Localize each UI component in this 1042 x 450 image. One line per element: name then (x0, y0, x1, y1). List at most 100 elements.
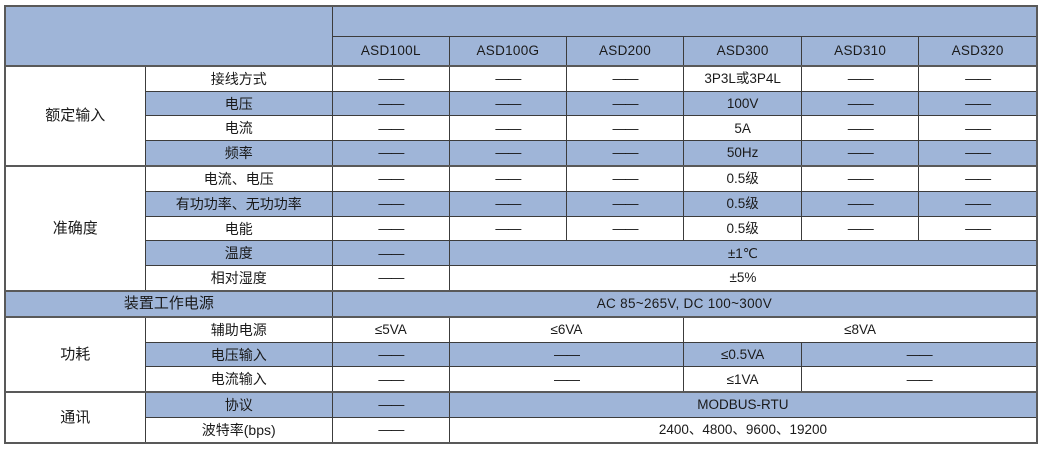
value-cell: —— (331, 165, 450, 192)
row-label-power-supply: 装置工作电源 (4, 290, 333, 318)
value-cell: —— (801, 140, 920, 167)
value-cell: 0.5级 (683, 215, 803, 242)
table-row: 电流输入 —— —— ≤1VA —— (5, 366, 1038, 393)
value-cell: —— (448, 215, 567, 242)
empty-dash: —— (612, 196, 639, 211)
value-cell: —— (565, 215, 685, 242)
value-cell: —— (331, 366, 450, 393)
empty-dash: —— (965, 95, 991, 111)
value-cell: ≤1VA (683, 366, 803, 393)
value-cell: —— (918, 115, 1038, 142)
empty-dash: —— (378, 397, 404, 413)
table-row: 通讯 协议 —— MODBUS-RTU (4, 391, 1038, 444)
row-item-label: 电压 (144, 90, 333, 117)
row-item-label: 协议 (144, 391, 333, 419)
section-label-rated-input: 额定输入 (4, 64, 146, 167)
empty-dash: —— (378, 346, 404, 362)
empty-dash: —— (378, 270, 404, 286)
empty-dash: —— (378, 245, 404, 261)
table-row: 电压 —— —— —— 100V —— —— (5, 90, 1038, 117)
value-cell: —— (331, 215, 450, 242)
value-cell-merged: ±5% (448, 265, 1038, 292)
row-item-label: 温度 (144, 240, 333, 267)
value-cell: —— (331, 90, 450, 117)
row-item-label: 电流输入 (144, 366, 333, 393)
empty-dash: —— (906, 346, 933, 362)
empty-dash: —— (378, 71, 404, 87)
empty-dash: —— (378, 371, 404, 387)
row-item-label: 电流、电压 (144, 165, 333, 192)
row-item-label: 电能 (144, 215, 333, 242)
value-cell: 5A (683, 115, 803, 142)
empty-dash: —— (612, 71, 639, 87)
value-cell: —— (331, 265, 450, 292)
empty-dash: —— (495, 171, 521, 187)
row-item-label: 电流 (144, 115, 333, 142)
table-row: 功耗 辅助电源 ≤5VA ≤6VA ≤8VA (4, 315, 1038, 393)
value-cell: —— (565, 165, 685, 192)
model-column-header-asd100l: ASD100L (331, 36, 450, 67)
model-column-header-asd100g: ASD100G (448, 36, 567, 67)
value-cell: —— (448, 90, 567, 117)
empty-dash: —— (378, 120, 404, 136)
value-cell: —— (448, 140, 567, 167)
table-row: 波特率(bps) —— 2400、4800、9600、19200 (5, 417, 1038, 444)
value-power-supply: AC 85~265V, DC 100~300V (331, 290, 1038, 318)
empty-dash: —— (847, 196, 874, 211)
value-cell: ≤6VA (448, 315, 685, 343)
row-item-label: 相对湿度 (144, 265, 333, 292)
row-item-label: 波特率(bps) (144, 417, 333, 444)
table-row: 相对湿度 —— ±5% (5, 265, 1038, 292)
value-cell: —— (801, 190, 920, 217)
table-row: 频率 —— —— —— 50Hz —— —— (5, 140, 1038, 167)
value-cell: —— (331, 417, 450, 444)
technical-spec-table: ASD100L ASD100G ASD200 ASD300 ASD310 ASD320 额定… (4, 5, 1038, 444)
empty-dash: —— (553, 346, 580, 362)
empty-dash: —— (965, 220, 991, 236)
value-cell: —— (801, 115, 920, 142)
value-cell: —— (331, 190, 450, 217)
table-row: 温度 —— ±1℃ (5, 240, 1038, 267)
empty-dash: —— (965, 196, 991, 211)
value-cell: MODBUS-RTU (448, 391, 1038, 419)
value-cell: —— (448, 165, 567, 192)
value-cell: —— (801, 215, 920, 242)
model-column-header-asd300: ASD300 (683, 36, 803, 67)
value-cell: —— (448, 190, 567, 217)
value-cell: —— (565, 190, 685, 217)
value-cell: —— (801, 165, 920, 192)
empty-dash: —— (906, 371, 933, 387)
empty-dash: —— (612, 145, 639, 161)
empty-dash: —— (495, 145, 521, 161)
section-label-consumption: 功耗 (4, 315, 146, 393)
model-column-header-asd200: ASD200 (565, 36, 685, 67)
value-cell: 50Hz (683, 140, 803, 167)
value-cell: —— (918, 64, 1038, 92)
table-row: 电压输入 —— —— ≤0.5VA —— (5, 341, 1038, 368)
value-cell: ≤0.5VA (683, 341, 803, 368)
empty-dash: —— (965, 120, 991, 136)
empty-dash: —— (378, 171, 404, 187)
value-cell: —— (801, 341, 1038, 368)
value-cell: —— (801, 366, 1038, 393)
value-cell: —— (918, 90, 1038, 117)
value-cell: —— (565, 64, 685, 92)
value-cell: —— (331, 140, 450, 167)
empty-dash: —— (847, 220, 874, 236)
empty-dash: —— (495, 220, 521, 236)
value-cell-merged: ±1℃ (448, 240, 1038, 267)
value-cell: —— (331, 341, 450, 368)
section-label-accuracy: 准确度 (4, 165, 146, 292)
empty-dash: —— (553, 371, 580, 387)
value-cell: 0.5级 (683, 190, 803, 217)
row-item-label: 接线方式 (144, 64, 333, 92)
value-cell: 2400、4800、9600、19200 (448, 417, 1038, 444)
value-cell: —— (448, 341, 685, 368)
value-cell: —— (331, 115, 450, 142)
value-cell: —— (331, 391, 450, 419)
section-row-power-supply: 装置工作电源 AC 85~265V, DC 100~300V (4, 290, 1038, 318)
model-column-header-asd320: ASD320 (918, 36, 1038, 67)
row-item-label: 辅助电源 (144, 315, 333, 343)
empty-dash: —— (612, 220, 639, 236)
value-cell: —— (331, 64, 450, 92)
